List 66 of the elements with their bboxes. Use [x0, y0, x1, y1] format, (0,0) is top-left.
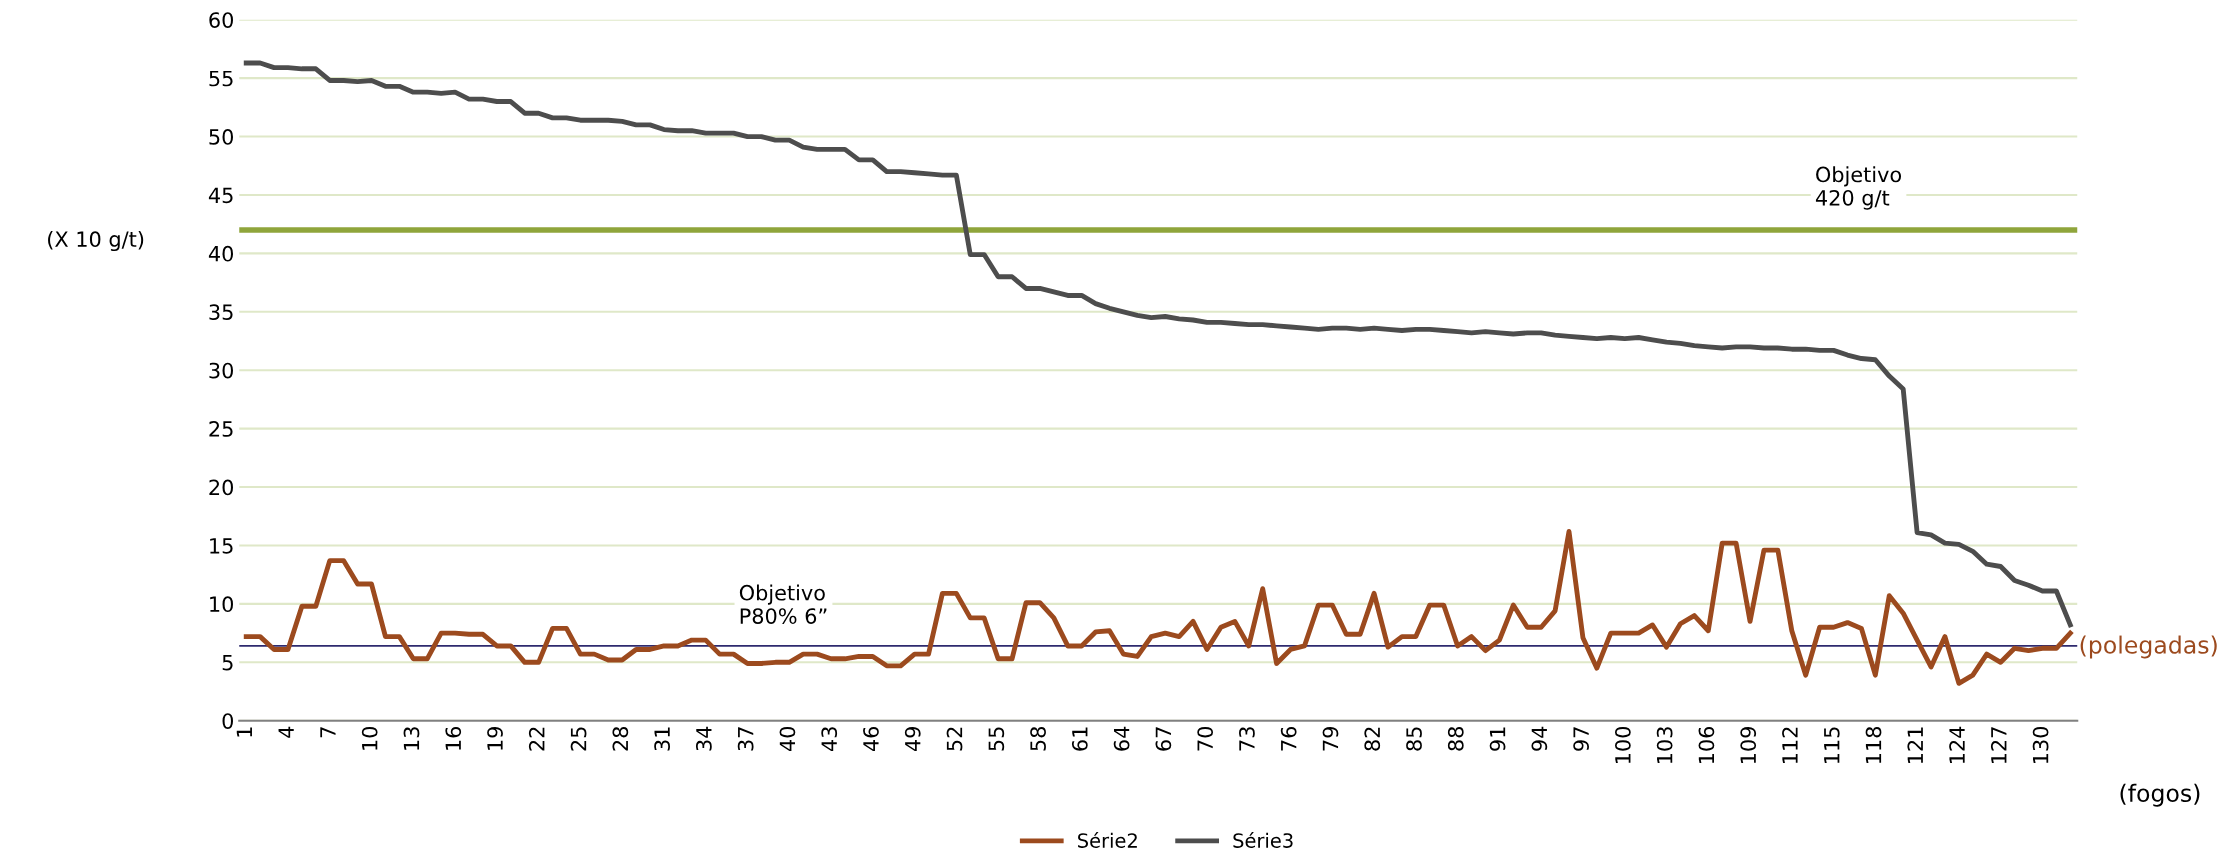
x-tick-label: 112 [1782, 727, 1798, 764]
x-tick-label: 91 [1489, 727, 1506, 751]
x-tick-label: 106 [1698, 726, 1715, 764]
line-series [243, 529, 2073, 686]
legend-label: Série2 [1078, 832, 1137, 848]
x-tick-label: 4 [278, 726, 294, 738]
x-tick-label: 103 [1656, 727, 1673, 764]
x-tick-label: 100 [1614, 726, 1631, 764]
x-axis-title: (fogos) [2120, 783, 2200, 807]
x-tick-label: 43 [821, 727, 838, 752]
x-tick-label: 40 [779, 726, 796, 752]
x-tick-label: 1 [236, 727, 252, 737]
x-tick-label: 52 [946, 727, 963, 751]
x-tick-label: 130 [2032, 726, 2049, 764]
x-tick-label: 127 [1990, 727, 2007, 764]
x-tick-label: 19 [487, 727, 503, 750]
y-tick-label: 25 [209, 421, 233, 437]
x-tick-label: 121 [1907, 727, 1923, 764]
x-tick-label: 67 [1155, 727, 1172, 751]
ref-line-label: Objetivo P80% 6” [739, 584, 827, 624]
y-tick-label: 20 [209, 479, 234, 496]
x-tick-label: 82 [1364, 727, 1381, 751]
ref-line-label: Objetivo 420 g/t [1815, 166, 1902, 210]
y-axis-title: (X 10 g/t) [48, 230, 144, 252]
x-tick-label: 28 [612, 727, 629, 751]
x-tick-label: 109 [1740, 727, 1757, 764]
x-tick-label: 10 [361, 726, 378, 750]
y-tick-label: 50 [209, 129, 234, 145]
line-series [243, 60, 2073, 628]
y-tick-label: 55 [209, 70, 233, 87]
y-tick-label: 45 [208, 187, 233, 204]
x-tick-label: 85 [1406, 727, 1422, 751]
y-tick-label: 0 [222, 713, 234, 729]
x-tick-label: 97 [1573, 727, 1589, 751]
y-tick-label: 5 [222, 655, 233, 671]
x-tick-label: 124 [1949, 726, 1965, 764]
x-tick-label: 94 [1531, 726, 1548, 751]
y-tick-label: 60 [209, 12, 234, 28]
x-tick-label: 118 [1865, 727, 1882, 764]
x-tick-label: 37 [737, 727, 754, 751]
x-tick-label: 61 [1071, 727, 1088, 751]
x-tick-label: 70 [1197, 726, 1214, 751]
x-tick-label: 7 [320, 727, 336, 738]
x-tick-label: 115 [1824, 727, 1840, 764]
y-tick-label: 10 [210, 596, 234, 613]
x-tick-label: 73 [1239, 727, 1255, 751]
x-tick-label: 46 [863, 726, 879, 752]
x-tick-label: 58 [1030, 727, 1046, 751]
y-tick-label: 15 [210, 538, 233, 554]
x-tick-label: 13 [403, 727, 420, 750]
y-tick-label: 35 [209, 304, 233, 321]
x-tick-label: 76 [1280, 726, 1297, 751]
x-tick-label: 88 [1447, 727, 1464, 751]
x-tick-label: 49 [904, 727, 921, 752]
x-tick-label: 25 [570, 727, 587, 751]
y-tick-label: 30 [209, 362, 234, 379]
x-tick-label: 31 [654, 727, 670, 751]
x-tick-label: 22 [528, 727, 545, 751]
text: (polegadas) [2080, 635, 2217, 659]
legend-label: Série3 [1233, 832, 1293, 848]
x-tick-label: 16 [445, 726, 462, 750]
x-tick-label: 64 [1113, 726, 1130, 751]
x-tick-label: 34 [696, 726, 712, 751]
x-tick-label: 55 [988, 727, 1005, 751]
y-tick-label: 40 [208, 245, 234, 262]
x-tick-label: 79 [1322, 727, 1339, 751]
